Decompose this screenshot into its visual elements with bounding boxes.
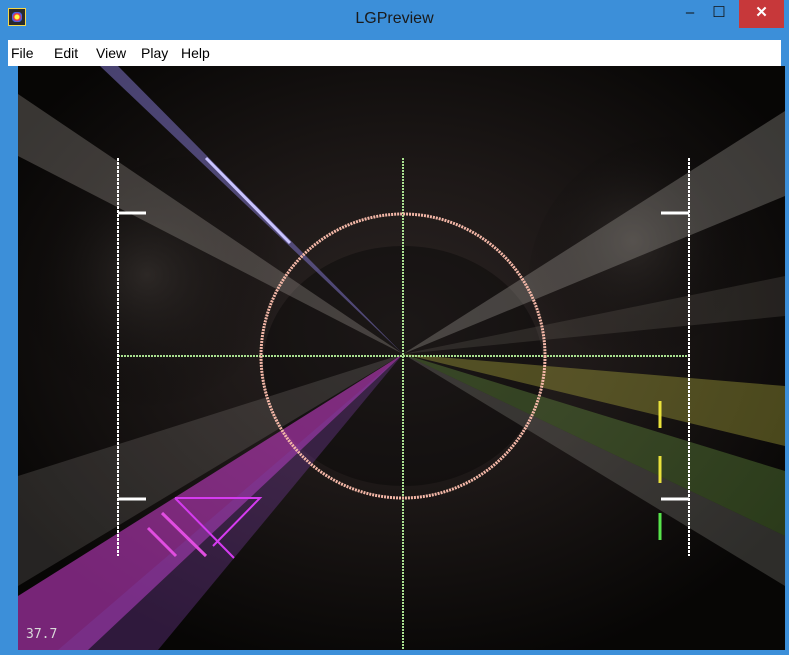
menu-file[interactable]: File [11,45,34,61]
beam-circle [259,212,547,500]
magenta-triangle [175,497,263,547]
menu-edit[interactable]: Edit [54,45,79,61]
laser-preview-canvas[interactable]: 37.7 [18,66,785,650]
magenta-diagonal-2 [160,511,208,558]
purple-beam [58,354,403,650]
laser-scene [18,66,785,650]
magenta-diagonal-1 [174,497,235,559]
title-bar[interactable]: LGPreview – ☐ ✕ [0,0,789,40]
close-button[interactable]: ✕ [739,0,784,28]
menu-view[interactable]: View [96,45,127,61]
maximize-button[interactable]: ☐ [712,4,726,21]
white-beam-lower-left [18,354,403,586]
minimize-button[interactable]: – [685,4,695,21]
blue-beam-highlight [204,156,292,245]
blue-beam [100,66,403,354]
magenta-beam [18,354,403,650]
magenta-diagonal-3 [146,526,178,558]
white-beam-upper-left [18,94,403,354]
menu-bar: File Edit View Play Help [8,40,781,66]
app-icon[interactable] [8,8,26,26]
menu-play[interactable]: Play [141,45,169,61]
window-title: LGPreview [355,10,434,27]
menu-help[interactable]: Help [181,45,210,61]
fps-readout: 37.7 [26,627,58,642]
